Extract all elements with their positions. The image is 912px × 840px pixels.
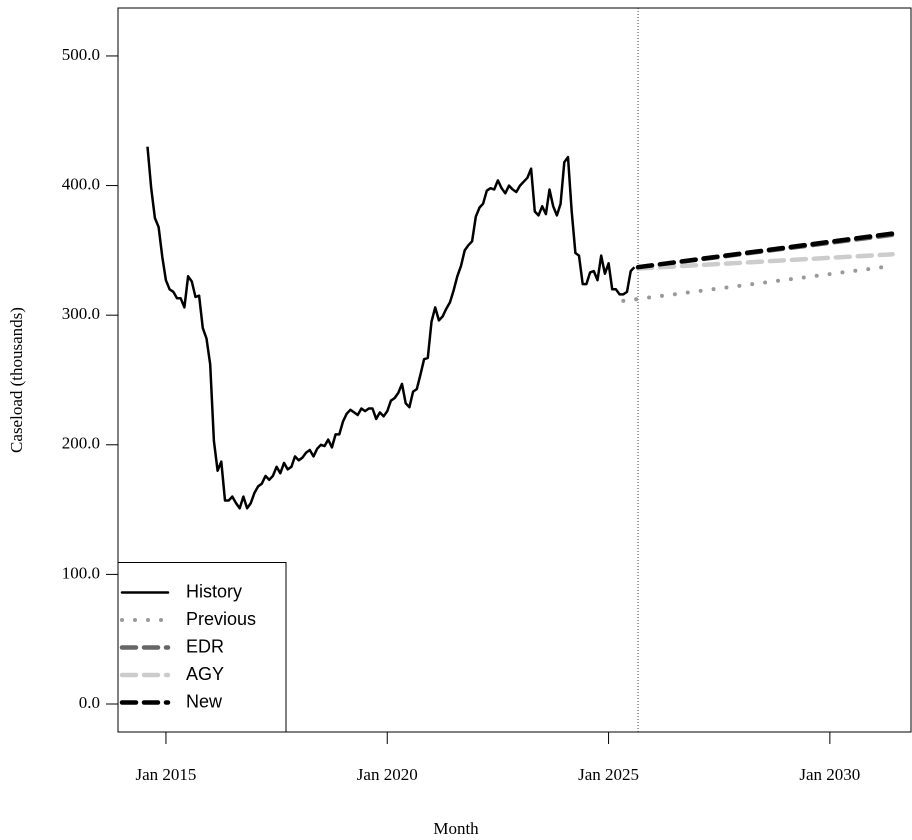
plot-frame: [117, 7, 912, 733]
series-line: [635, 252, 895, 271]
legend-label: History: [186, 581, 242, 601]
y-tick-label: 300.0: [62, 304, 100, 323]
series-line: [621, 263, 895, 303]
legend: History Previous EDR AGY New: [117, 562, 287, 733]
y-tick-label: 500.0: [62, 45, 100, 64]
x-axis-label: Month: [433, 819, 479, 838]
y-tick-label: 0.0: [79, 693, 100, 712]
y-tick-label: 100.0: [62, 563, 100, 582]
x-tick-label: Jan 2015: [135, 765, 196, 784]
legend-label: EDR: [186, 636, 224, 656]
series-line: [146, 146, 636, 510]
legend-label: Previous: [186, 609, 256, 629]
y-tick-label: 400.0: [62, 174, 100, 193]
x-tick-label: Jan 2025: [578, 765, 639, 784]
x-tick-label: Jan 2030: [799, 765, 860, 784]
y-axis-label: Caseload (thousands): [7, 307, 26, 453]
legend-label: New: [186, 691, 223, 711]
series-line: [635, 231, 895, 270]
legend-label: AGY: [186, 664, 224, 684]
y-tick-label: 200.0: [62, 434, 100, 453]
x-tick-label: Jan 2020: [357, 765, 418, 784]
